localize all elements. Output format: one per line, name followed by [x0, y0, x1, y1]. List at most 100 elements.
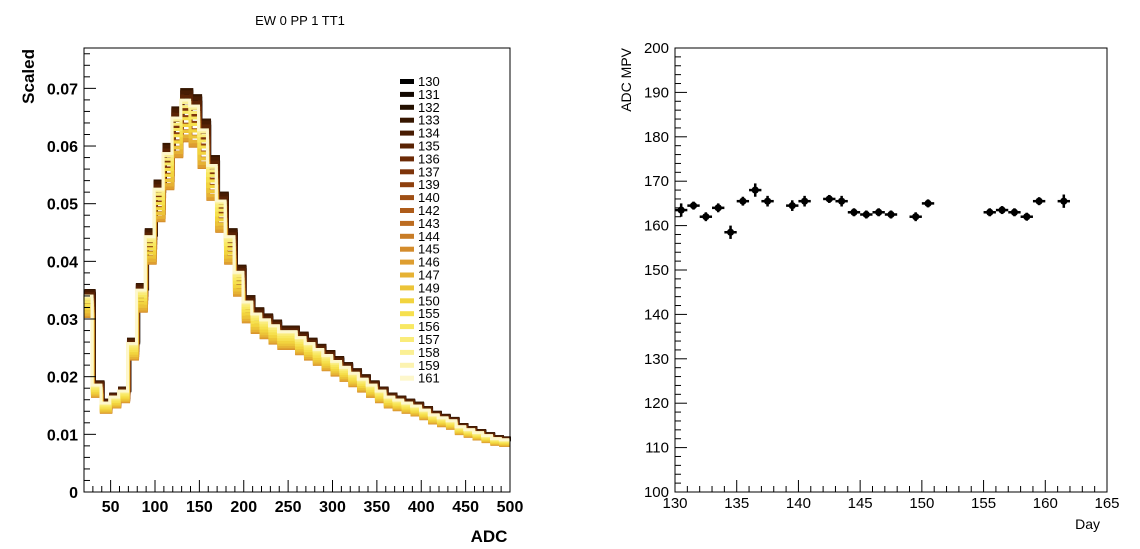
- right-axes: 130 135 140 145 150 155 160 165 100 110 120 130 140 1…: [644, 40, 1120, 512]
- legend-label-161: 161: [418, 371, 440, 386]
- legend-swatch-150: [400, 298, 414, 304]
- right-y-tick-label: 110: [645, 440, 669, 457]
- legend-label-149: 149: [418, 280, 440, 295]
- legend-swatch-139: [400, 182, 414, 188]
- mpv-points-group: [675, 183, 1070, 239]
- left-x-tick-label: 200: [230, 499, 257, 516]
- mpv-point: [724, 225, 737, 239]
- legend-label-131: 131: [418, 87, 440, 102]
- right-x-tick-label: 145: [848, 495, 873, 512]
- legend-swatch-159: [400, 362, 414, 368]
- mpv-point: [847, 208, 861, 217]
- mpv-point: [712, 203, 725, 213]
- left-y-tick-label: 0.06: [47, 139, 78, 156]
- left-axes: 50 100 150 200 250 300 350 400 450 500 0 0.01 0.02 0.…: [47, 53, 524, 516]
- left-y-tick-label: 0.07: [47, 81, 78, 98]
- left-y-tick-label: 0.04: [47, 254, 78, 271]
- mpv-point: [687, 201, 700, 210]
- histogram-series-161: [83, 98, 510, 442]
- histogram-series-142: [84, 129, 511, 446]
- mpv-point: [786, 200, 799, 211]
- left-chart-title: EW 0 PP 1 TT1: [255, 13, 345, 28]
- legend-swatch-142: [400, 208, 414, 213]
- left-x-tick-label: 350: [364, 499, 391, 516]
- legend-label-144: 144: [418, 229, 440, 244]
- mpv-point: [983, 208, 996, 217]
- mpv-point: [909, 212, 922, 222]
- legend-label-130: 130: [418, 74, 440, 89]
- histogram-series-140: [84, 122, 511, 445]
- right-x-tick-label: 155: [971, 495, 996, 512]
- mpv-point: [1020, 212, 1033, 221]
- mpv-point: [761, 195, 774, 207]
- legend-label-147: 147: [418, 268, 440, 283]
- legend-swatch-133: [400, 117, 414, 123]
- left-y-tick-label: 0: [69, 485, 78, 502]
- left-y-tick-label: 0.02: [47, 370, 78, 387]
- left-x-tick-label: 250: [275, 499, 302, 516]
- legend-label-156: 156: [418, 319, 440, 334]
- histogram-series-143: [84, 134, 510, 447]
- right-y-tick-label: 150: [644, 262, 669, 279]
- right-x-tick-label: 130: [662, 495, 687, 512]
- left-x-tick-label: 500: [497, 499, 524, 516]
- legend-label-157: 157: [418, 332, 440, 347]
- legend-label-159: 159: [418, 358, 440, 373]
- legend-label-146: 146: [418, 255, 440, 270]
- legend-swatch-134: [400, 130, 414, 136]
- legend-swatch-144: [400, 233, 414, 239]
- legend-swatch-140: [400, 195, 414, 201]
- legend-swatch-146: [400, 259, 414, 265]
- right-y-tick-label: 140: [644, 306, 669, 323]
- right-x-tick-label: 150: [909, 495, 934, 512]
- legend-swatch-158: [400, 349, 414, 355]
- right-x-axis-label: Day: [1075, 516, 1100, 532]
- left-x-tick-label: 400: [408, 499, 435, 516]
- right-y-tick-label: 170: [644, 173, 669, 190]
- legend-label-132: 132: [418, 100, 440, 115]
- legend-label-137: 137: [418, 164, 440, 179]
- legend-label-135: 135: [418, 139, 440, 154]
- legend-swatch-136: [400, 156, 414, 162]
- right-y-tick-label: 130: [644, 351, 669, 368]
- left-y-tick-label: 0.01: [47, 427, 78, 444]
- legend-swatch-130: [400, 79, 414, 84]
- mpv-point: [823, 194, 836, 203]
- legend-label-158: 158: [418, 345, 440, 360]
- right-y-tick-label: 200: [644, 40, 669, 57]
- right-y-tick-label: 100: [644, 484, 669, 501]
- left-x-axis-label: ADC: [471, 527, 508, 546]
- legend-label-145: 145: [418, 242, 440, 257]
- legend-swatch-135: [400, 143, 414, 149]
- legend-swatch-132: [400, 104, 414, 110]
- mpv-point: [736, 196, 750, 206]
- legend-label-133: 133: [418, 113, 440, 128]
- legend-swatch-145: [400, 246, 414, 252]
- adc-mpv-vs-day-chart: 130 135 140 145 150 155 160 165 100 110 120 130 140 1…: [618, 40, 1120, 532]
- mpv-point: [921, 199, 935, 208]
- legend-label-134: 134: [418, 126, 440, 141]
- right-y-axis-label: ADC MPV: [618, 47, 634, 111]
- legend-label-150: 150: [418, 293, 440, 308]
- legend-label-139: 139: [418, 177, 440, 192]
- legend-swatch-157: [400, 337, 414, 342]
- mpv-point: [798, 195, 811, 207]
- legend-label-155: 155: [418, 306, 440, 321]
- adc-histogram-chart: EW 0 PP 1 TT1 50 100 150 200 250 300 350 400 450…: [19, 13, 523, 546]
- legend-swatch-131: [400, 91, 414, 97]
- right-y-tick-label: 160: [644, 218, 669, 235]
- right-x-tick-label: 165: [1094, 495, 1119, 512]
- mpv-point: [872, 208, 885, 217]
- mpv-point: [699, 212, 713, 222]
- left-y-tick-label: 0.03: [47, 312, 78, 329]
- legend-swatch-156: [400, 324, 414, 330]
- right-x-tick-label: 140: [786, 495, 811, 512]
- left-y-axis-label: Scaled: [19, 49, 38, 104]
- left-legend: 1301311321331341351361371391401421431441…: [400, 74, 440, 386]
- left-x-tick-label: 100: [142, 499, 169, 516]
- mpv-point: [995, 206, 1009, 215]
- legend-label-143: 143: [418, 216, 440, 231]
- histogram-series-139: [84, 115, 511, 444]
- legend-swatch-147: [400, 272, 414, 278]
- mpv-point: [1057, 194, 1070, 208]
